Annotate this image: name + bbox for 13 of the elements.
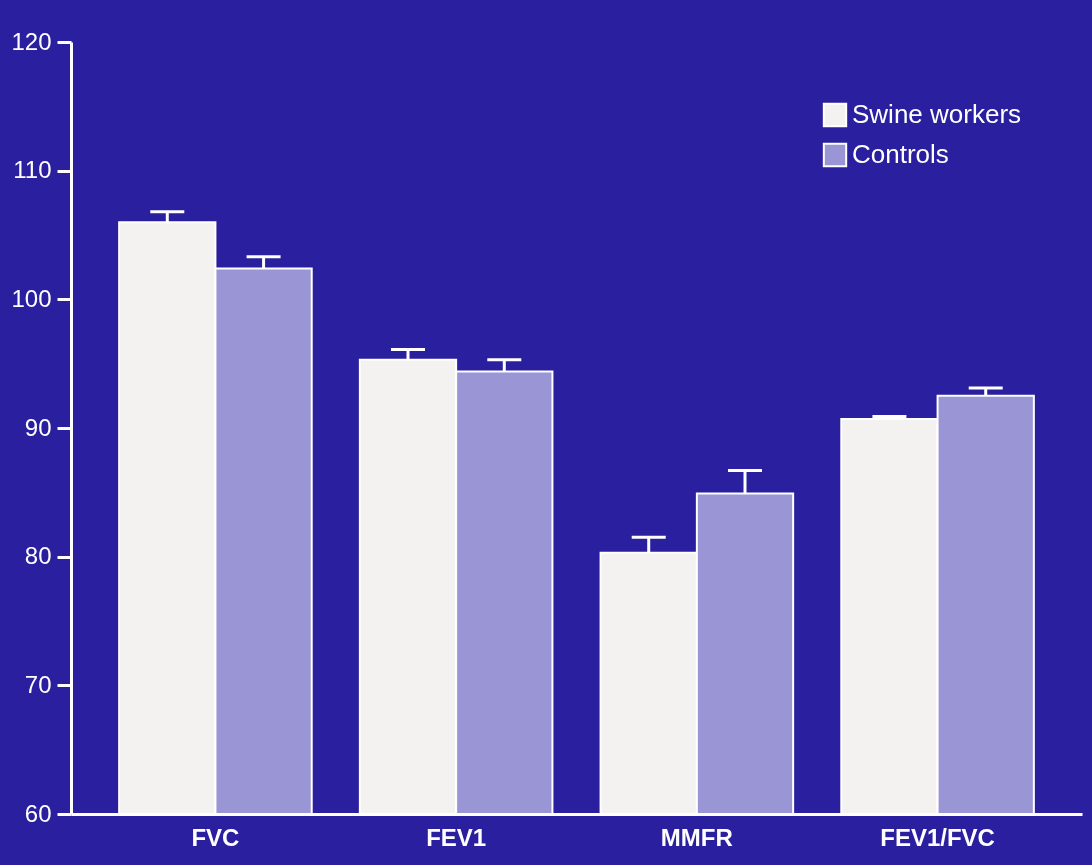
y-tick-label: 60 <box>24 799 52 827</box>
y-tick-label: 90 <box>24 413 52 441</box>
y-tick-label: 80 <box>24 542 52 570</box>
y-tick-label: 100 <box>11 284 52 312</box>
x-tick-label: FVC <box>191 823 240 851</box>
legend-label: Controls <box>852 139 949 169</box>
x-tick-label: FEV1 <box>426 823 487 851</box>
y-tick-label: 110 <box>13 156 52 184</box>
y-tick-label: 120 <box>11 27 52 55</box>
legend-label: Swine workers <box>852 99 1022 129</box>
y-tick-label: 70 <box>24 670 52 698</box>
x-tick-label: MMFR <box>660 823 733 851</box>
x-tick-label: FEV1/FVC <box>880 823 995 851</box>
